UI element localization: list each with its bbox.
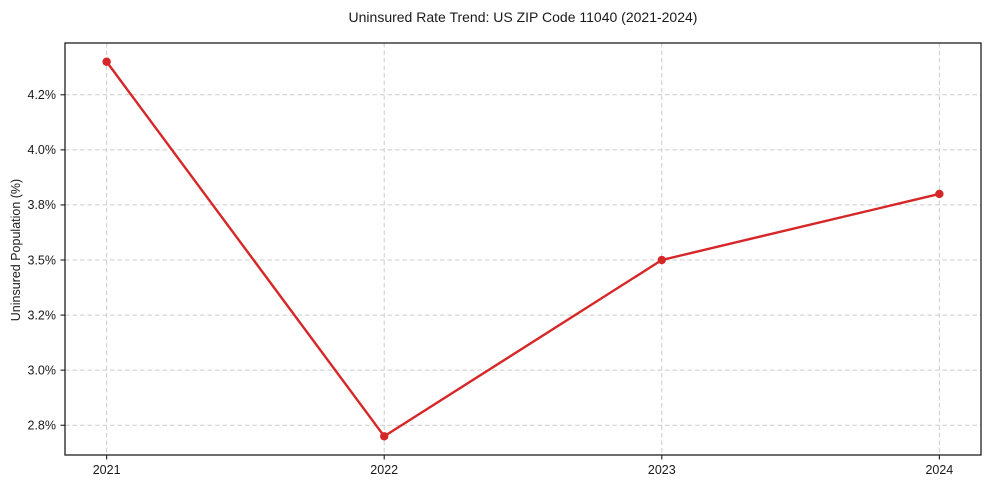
y-tick-label: 3.0% [28, 363, 57, 377]
data-point-marker [102, 57, 111, 66]
x-tick-label: 2024 [925, 463, 953, 477]
x-tick-label: 2022 [370, 463, 398, 477]
y-tick-label: 4.0% [28, 143, 57, 157]
y-tick-label: 2.8% [28, 419, 57, 433]
data-point-marker [380, 432, 389, 441]
chart-title: Uninsured Rate Trend: US ZIP Code 11040 … [348, 9, 698, 25]
x-tick-label: 2021 [93, 463, 121, 477]
y-tick-label: 4.2% [28, 88, 57, 102]
y-tick-label: 3.5% [28, 253, 57, 267]
y-tick-label: 3.2% [28, 308, 57, 322]
plot-border [64, 42, 982, 456]
trend-line [105, 60, 941, 438]
data-point-marker [935, 189, 944, 199]
y-tick-label: 3.8% [28, 198, 57, 212]
data-point-marker [657, 255, 666, 265]
x-tick-label: 2023 [648, 463, 676, 477]
